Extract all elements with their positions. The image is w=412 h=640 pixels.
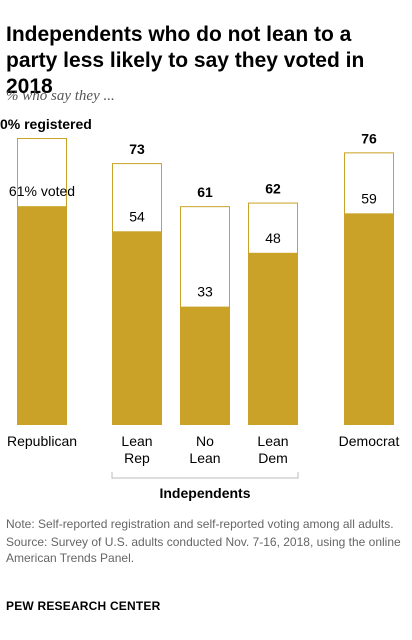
category-label: Lean <box>121 433 152 449</box>
category-label: Dem <box>258 450 288 466</box>
registered-value-label: 73 <box>129 141 145 157</box>
voted-bar <box>248 252 298 425</box>
brand-logo-text: PEW RESEARCH CENTER <box>6 599 161 613</box>
registered-value-label: 62 <box>265 181 281 197</box>
voted-value-label: 59 <box>361 190 377 206</box>
voted-bar <box>344 213 394 425</box>
group-label: Independents <box>159 485 250 501</box>
registered-value-label: 76 <box>361 130 377 146</box>
bar-chart: 80% registered 61% voted Republican 73 54 Lea… <box>0 116 400 501</box>
voted-bar <box>112 231 162 425</box>
voted-value-label: 61% voted <box>9 183 75 199</box>
group-bracket <box>111 472 299 479</box>
voted-bar <box>180 306 230 425</box>
category-label: Lean <box>257 433 288 449</box>
footer-notes: Note: Self-reported registration and sel… <box>6 516 406 568</box>
voted-value-label: 33 <box>197 284 213 300</box>
category-label: Republican <box>7 433 77 449</box>
category-label: Rep <box>124 450 150 466</box>
registered-value-label: 61 <box>197 184 213 200</box>
voted-value-label: 54 <box>129 208 145 224</box>
note-text: Note: Self-reported registration and sel… <box>6 517 394 531</box>
registered-value-label: 80% registered <box>0 116 92 132</box>
chart-subtitle: % who say they ... <box>6 88 115 104</box>
category-label: Democrat <box>339 433 400 449</box>
category-label: No <box>196 433 214 449</box>
voted-bar <box>17 206 67 425</box>
voted-value-label: 48 <box>265 230 281 246</box>
source-text: Source: Survey of U.S. adults conducted … <box>6 535 401 565</box>
chart-title: Independents who do not lean to a party … <box>6 23 365 98</box>
category-label: Lean <box>189 450 220 466</box>
